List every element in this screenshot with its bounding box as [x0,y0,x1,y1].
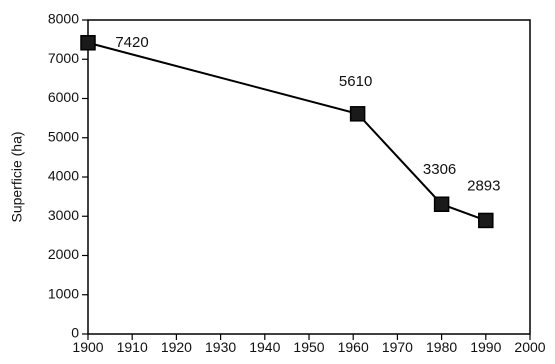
y-tick-label-6000: 6000 [48,89,79,105]
y-tick-label-5000: 5000 [48,128,79,144]
data-label-1990: 2893 [467,177,500,194]
x-tick-label-1960: 1960 [338,339,369,355]
x-tick-label-1930: 1930 [205,339,236,355]
y-axis-title: Superficie (ha) [9,131,25,222]
y-tick-label-4000: 4000 [48,168,79,184]
y-tick-label-7000: 7000 [48,50,79,66]
data-point-1980 [433,196,450,212]
data-point-1961 [349,106,366,122]
data-label-1900: 7420 [115,34,148,51]
data-point-1990 [478,212,494,229]
y-tick-label-3000: 3000 [48,207,79,223]
y-axis-ticks [82,19,88,335]
x-tick-label-1990: 1990 [470,339,501,355]
x-tick-label-1920: 1920 [161,339,192,355]
y-tick-label-1000: 1000 [48,285,79,301]
series-line-0 [87,41,487,222]
data-label-1961: 5610 [339,73,372,90]
data-label-1980: 3306 [423,161,456,178]
data-point-1900 [80,35,96,51]
y-axis-tick-labels: 0 1000 2000 3000 4000 5000 6000 7000 8000 [48,11,79,341]
series-lines [87,41,487,222]
y-tick-label-8000: 8000 [48,11,79,27]
data-labels: 7420 5610 3306 2893 [115,34,500,195]
x-axis-tick-labels: 1900 1910 1920 1930 1940 1950 1960 1970 1980 1990… [72,339,545,355]
x-tick-label-1980: 1980 [426,339,457,355]
y-tick-label-0: 0 [71,325,79,341]
series-markers [80,35,494,229]
x-tick-label-1900: 1900 [72,339,103,355]
x-tick-label-1950: 1950 [293,339,324,355]
y-tick-label-2000: 2000 [48,246,79,262]
x-tick-label-1910: 1910 [117,339,148,355]
x-tick-label-1970: 1970 [382,339,413,355]
x-tick-label-1940: 1940 [249,339,280,355]
x-tick-label-2000: 2000 [514,339,545,355]
x-axis-ticks [87,334,531,340]
